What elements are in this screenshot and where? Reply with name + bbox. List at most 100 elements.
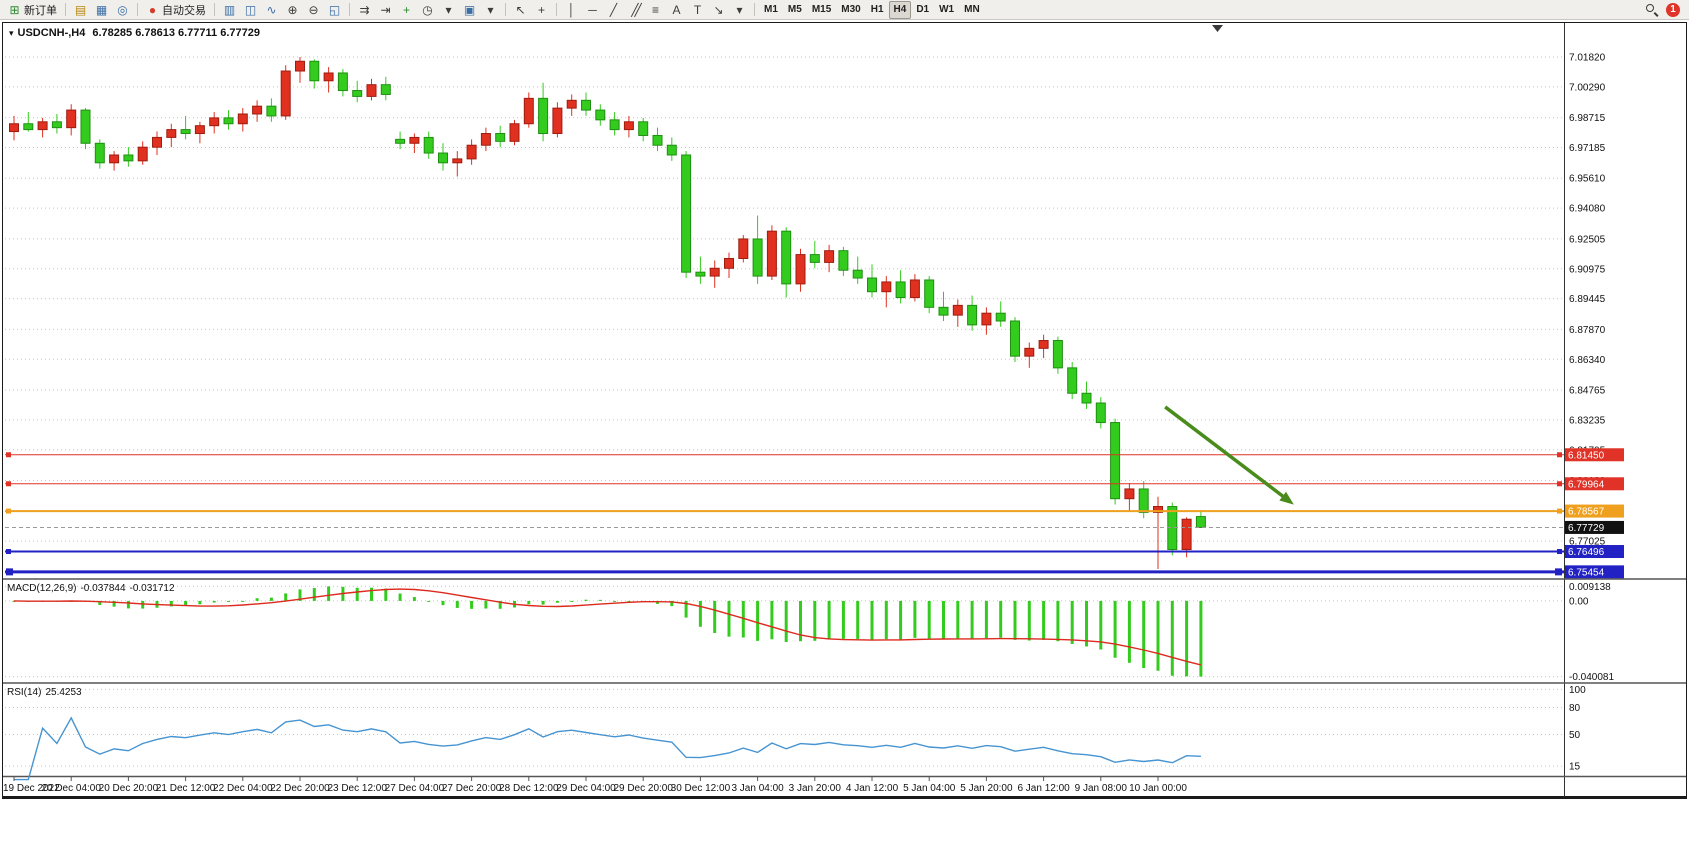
horizontal-line-button[interactable]: ─ <box>582 1 603 19</box>
timeframe-m30-button[interactable]: M30 <box>841 4 861 15</box>
hline-price-tag-text: 6.75454 <box>1568 567 1605 578</box>
line-handle[interactable] <box>6 508 11 514</box>
navigator-icon: ◎ <box>117 2 128 17</box>
line-handle[interactable] <box>6 568 13 576</box>
timeframe-h1-button[interactable]: H1 <box>870 4 884 15</box>
periods-dropdown[interactable]: ▾ <box>438 1 459 19</box>
candle-body <box>724 258 734 269</box>
timeframe-mn-button[interactable]: MN <box>964 4 980 15</box>
quick-trade-caret-icon[interactable]: ▾ <box>9 28 14 38</box>
trendline-button[interactable]: ╱ <box>603 1 624 19</box>
candle-body <box>638 121 649 136</box>
line-handle[interactable] <box>1557 452 1562 458</box>
arrows-tool-button[interactable]: ↘ <box>708 1 729 19</box>
macd-indicator-label: MACD(12,26,9) -0.037844 -0.031712 <box>7 583 179 594</box>
time-axis-label: 23 Dec 12:00 <box>327 783 387 794</box>
zoom-in-button[interactable]: ⊕ <box>282 1 303 19</box>
price-axis-label: 6.89445 <box>1569 294 1606 305</box>
clock-icon: ◷ <box>422 2 433 17</box>
periods-button[interactable]: ◷ <box>417 1 438 19</box>
time-axis-label: 4 Jan 12:00 <box>846 783 899 794</box>
candle-body <box>1181 518 1192 550</box>
time-axis-label: 28 Dec 12:00 <box>499 783 559 794</box>
line-handle[interactable] <box>1557 508 1562 514</box>
candle-body <box>380 84 391 95</box>
timeframe-w1-button[interactable]: W1 <box>939 4 955 15</box>
timeframe-m1-button[interactable]: M1 <box>764 4 778 15</box>
chart-shift-marker[interactable] <box>1212 25 1223 32</box>
fibonacci-button[interactable]: ≡ <box>645 1 666 19</box>
annotation-arrow[interactable] <box>1164 405 1287 500</box>
market-watch-button[interactable]: ▤ <box>70 1 91 19</box>
price-axis-label: 6.77025 <box>1569 537 1606 548</box>
market-watch-icon: ▤ <box>74 2 87 17</box>
crosshair-button[interactable]: + <box>531 1 552 19</box>
price-axis-label: 6.97185 <box>1569 143 1606 154</box>
line-handle[interactable] <box>6 549 11 555</box>
line-handle[interactable] <box>1555 568 1562 576</box>
shapes-dropdown[interactable]: ▾ <box>729 1 750 19</box>
arrow-tool-icon: ↘ <box>713 2 724 17</box>
vertical-line-button[interactable]: │ <box>561 1 582 19</box>
candle-body <box>881 281 892 293</box>
indicators-icon: + <box>402 2 410 17</box>
templates-dropdown[interactable]: ▾ <box>480 1 501 19</box>
bar-chart-button[interactable]: ▥ <box>219 1 240 19</box>
time-axis-label: 27 Dec 04:00 <box>385 783 445 794</box>
notification-badge[interactable]: 1 <box>1666 2 1680 17</box>
line-handle[interactable] <box>1557 549 1562 555</box>
timeframe-m15-button[interactable]: M15 <box>811 4 832 15</box>
line-handle[interactable] <box>1557 481 1562 487</box>
label-tool-button[interactable]: T <box>687 1 708 19</box>
crosshair-icon: + <box>537 2 545 17</box>
candlestick-chart-button[interactable]: ◫ <box>240 1 261 19</box>
zoom-out-button[interactable]: ⊖ <box>303 1 324 19</box>
hline-price-tag <box>1565 477 1624 491</box>
time-axis-label: 5 Jan 20:00 <box>960 783 1013 794</box>
algo-trading-button[interactable]: ● 自动交易 <box>142 1 210 19</box>
auto-scroll-button[interactable]: ⇉ <box>354 1 375 19</box>
candle-body <box>452 158 463 164</box>
rsi-line <box>14 716 1201 781</box>
tile-windows-icon: ◱ <box>328 2 341 17</box>
candle-body <box>652 134 663 146</box>
tile-windows-button[interactable]: ◱ <box>324 1 345 19</box>
candle-body <box>538 97 549 135</box>
candle-body <box>938 306 949 316</box>
data-window-button[interactable]: ▦ <box>91 1 112 19</box>
new-order-button[interactable]: ⊞ 新订单 <box>4 1 61 19</box>
horizontal-line-icon: ─ <box>588 2 597 17</box>
navigator-button[interactable]: ◎ <box>112 1 133 19</box>
macd-signal-line <box>13 588 1202 666</box>
trendline-icon: ╱ <box>609 2 618 17</box>
candle-body <box>309 60 320 82</box>
line-handle[interactable] <box>6 452 11 458</box>
time-axis-label: 20 Dec 20:00 <box>99 783 159 794</box>
candle-body <box>480 133 491 146</box>
hline-price-tag-text: 6.79964 <box>1568 479 1605 490</box>
indicators-button[interactable]: + <box>396 1 417 19</box>
templates-button[interactable]: ▣ <box>459 1 480 19</box>
text-tool-button[interactable]: A <box>666 1 687 19</box>
chart-shift-button[interactable]: ⇥ <box>375 1 396 19</box>
price-axis-label: 7.00290 <box>1569 82 1606 93</box>
rsi-axis-label: 80 <box>1569 703 1581 714</box>
candle-body <box>295 60 305 72</box>
candle-body <box>852 269 863 279</box>
candle-body <box>352 90 363 97</box>
timeframe-d1-button[interactable]: D1 <box>916 4 930 15</box>
search-icon[interactable] <box>1645 3 1659 17</box>
toolbar-separator <box>65 3 66 16</box>
price-axis-label: 6.94080 <box>1569 204 1606 215</box>
timeframe-m5-button[interactable]: M5 <box>787 4 802 15</box>
cursor-button[interactable]: ↖ <box>510 1 531 19</box>
line-handle[interactable] <box>6 481 11 487</box>
time-axis-label: 30 Dec 12:00 <box>671 783 731 794</box>
timeframe-h4-button[interactable]: H4 <box>888 0 912 19</box>
candle-body <box>137 146 148 162</box>
candle-body <box>1081 392 1092 404</box>
toolbar-separator <box>754 3 755 16</box>
line-chart-button[interactable]: ∿ <box>261 1 282 19</box>
channel-button[interactable]: ╱╱ <box>624 1 645 19</box>
